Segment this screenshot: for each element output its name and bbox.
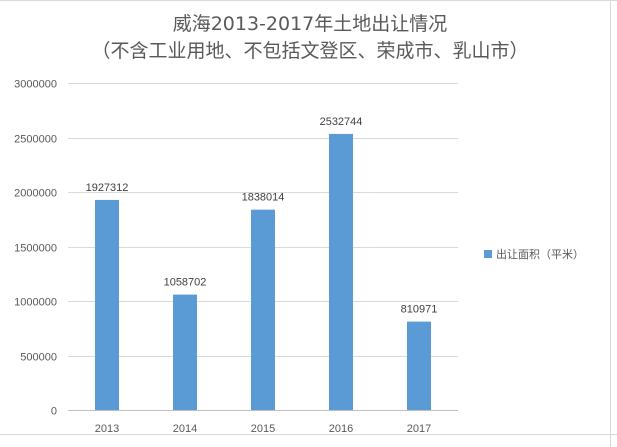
legend-swatch [484, 250, 492, 258]
chart-title: 威海2013-2017年土地出让情况 [173, 13, 448, 35]
legend-label: 出让面积（平米） [496, 247, 584, 261]
bar [95, 199, 119, 410]
data-label: 810971 [401, 304, 438, 316]
chart-subtitle: （不含工业用地、不包括文登区、荣成市、乳山市） [91, 40, 528, 62]
legend: 出让面积（平米） [484, 247, 584, 261]
y-tick-label: 0 [51, 406, 57, 418]
y-tick-label: 2500000 [14, 134, 57, 146]
data-labels: 1927312 1058702 1838014 2532744 810971 [86, 116, 438, 316]
x-tick-label: 2017 [407, 423, 431, 435]
y-tick-label: 2000000 [14, 188, 57, 200]
bar-series [95, 133, 431, 410]
bar [251, 209, 275, 410]
x-tick-label: 2016 [329, 423, 353, 435]
x-tick-label: 2013 [95, 423, 119, 435]
data-label: 1927312 [86, 182, 129, 194]
x-tick-label: 2015 [251, 423, 275, 435]
data-label: 1058702 [164, 277, 207, 289]
data-label: 2532744 [320, 116, 363, 128]
bar [329, 133, 353, 410]
y-tick-label: 1000000 [14, 297, 57, 309]
y-tick-label: 1500000 [14, 243, 57, 255]
bar [407, 321, 431, 410]
x-tick-label: 2014 [173, 423, 197, 435]
bar [173, 294, 197, 410]
y-tick-label: 500000 [20, 352, 57, 364]
y-tick-label: 3000000 [14, 79, 57, 91]
y-axis-ticks: 0 500000 1000000 1500000 2000000 2500000 30000… [14, 79, 57, 418]
data-label: 1838014 [242, 192, 285, 204]
x-axis-ticks: 2013 2014 2015 2016 2017 [95, 423, 431, 435]
